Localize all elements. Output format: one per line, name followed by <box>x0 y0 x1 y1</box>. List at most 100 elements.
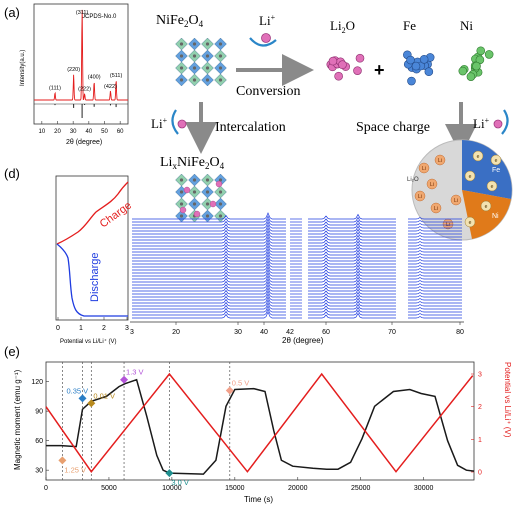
xrd-pattern-trace <box>308 297 396 304</box>
xrd-pattern-trace <box>132 302 286 310</box>
xrd-peak-label: (422) <box>104 84 117 90</box>
xrd-pattern-trace <box>308 231 396 238</box>
xrd-card-label: JCPDS-No.0 <box>82 14 117 20</box>
xrd-pattern-trace <box>408 265 462 268</box>
annotation-marker <box>87 399 96 408</box>
particle <box>353 66 362 75</box>
xrd-pattern-trace <box>132 305 286 313</box>
xrd-peak-label: (400) <box>88 75 101 81</box>
xrd-peak-label: (511) <box>110 73 123 79</box>
li-ion <box>418 162 430 174</box>
right-axis-label: Potential vs Li/Li⁺ (V) <box>503 362 512 438</box>
atom <box>205 214 210 218</box>
xrd-pattern-trace <box>132 257 286 265</box>
xrd-pattern-trace <box>408 220 462 223</box>
atom <box>218 66 223 70</box>
pristine-crystal-illustration <box>175 37 227 87</box>
xrd-pattern-trace <box>132 308 286 316</box>
atom <box>179 202 184 206</box>
atom <box>205 190 210 194</box>
xrd-pattern-trace <box>132 224 286 232</box>
pristine-formula: NiFe2O4 <box>156 13 204 29</box>
li-ion <box>414 190 426 202</box>
xrd-pattern-trace <box>408 289 462 292</box>
xrd-pattern-trace <box>308 273 396 280</box>
lithiated-crystal-illustration <box>175 173 227 223</box>
time-axis-label: Time (s) <box>244 495 273 504</box>
xrd-pattern-trace <box>132 236 286 244</box>
xrd-pattern-trace <box>408 298 462 301</box>
chart-frame <box>45 361 475 481</box>
annotation-label: 3.0 V <box>171 478 189 487</box>
voltage-profile-plot: Charge Discharge 0 1 2 3 Potential vs Li/Li… <box>55 175 134 345</box>
left-axis-label: Magnetic moment (emu g⁻¹) <box>13 369 22 470</box>
plus-sign: + <box>374 60 385 80</box>
xrd-pattern-trace <box>132 221 286 229</box>
atom <box>179 54 184 58</box>
xrd-pattern-trace <box>308 252 396 259</box>
time-tick-label: 30000 <box>414 485 434 492</box>
xrd-pattern-trace <box>408 235 462 238</box>
magnetic-moment-line <box>46 378 475 475</box>
discharge-curve <box>56 243 128 317</box>
electron-text: e <box>469 220 472 226</box>
xrd-tick-label: 60 <box>117 129 124 135</box>
li2o-formula: Li2O <box>330 18 355 35</box>
xrd-pattern-trace <box>132 212 286 220</box>
electron <box>464 170 476 182</box>
xrd-pattern-trace <box>408 295 462 298</box>
magnetic-moment-chart: Magnetic moment (emu g⁻¹) Potential vs L… <box>13 361 512 504</box>
xrd-pattern-trace <box>132 263 286 271</box>
xrd-pattern-trace <box>408 238 462 241</box>
xrd-pattern-trace <box>408 241 462 244</box>
xrd-pattern-trace <box>308 258 396 265</box>
xrd-pattern-trace <box>132 272 286 280</box>
two-theta-tick-label: 80 <box>456 329 464 336</box>
xrd-pattern-trace <box>308 261 396 268</box>
atom <box>218 54 223 58</box>
xrd-pattern-trace <box>132 251 286 259</box>
xrd-pattern-line <box>34 9 128 101</box>
charge-label: Charge <box>98 200 134 231</box>
xrd-pattern-trace <box>132 227 286 235</box>
annotation-label: 0.35 V <box>67 386 89 395</box>
xrd-pattern-trace <box>132 311 286 319</box>
xrd-tick-label: 30 <box>70 129 77 135</box>
electron <box>480 200 492 212</box>
particle <box>407 76 416 86</box>
annotation-label: 0.01 V <box>93 391 115 400</box>
atom <box>179 42 184 46</box>
xrd-peak-label: (311) <box>76 10 89 16</box>
xrd-pattern-trace <box>308 216 396 223</box>
circle-ni-label: Ni <box>492 213 499 220</box>
xrd-peak-label: (111) <box>49 86 61 92</box>
xrd-xlabel: 2θ (degree) <box>66 139 102 146</box>
atom <box>205 42 210 46</box>
atom <box>205 54 210 58</box>
fe-label: Fe <box>403 18 416 33</box>
li-ion-text: Li <box>438 158 442 164</box>
atom <box>179 178 184 182</box>
xrd-pattern-trace <box>132 296 286 304</box>
xrd-pattern-trace <box>132 218 286 226</box>
particle <box>472 61 481 71</box>
lixnife2o4-formula: LixNiFe2O4 <box>160 155 225 171</box>
xrd-pattern-trace <box>308 255 396 262</box>
xrd-pattern-trace <box>308 306 396 313</box>
annotation-marker <box>78 394 87 403</box>
particle <box>406 55 415 65</box>
xrd-pattern-trace <box>308 309 396 316</box>
xrd-pattern-trace <box>132 275 286 283</box>
particle <box>338 60 347 70</box>
discharge-label: Discharge <box>89 252 101 302</box>
potential-tick-label: 2 <box>478 404 482 411</box>
potential-axis-label: Potential vs Li/Li⁺ (V) <box>60 338 117 345</box>
xrd-ylabel: Intensity(a.u.) <box>20 50 26 86</box>
xrd-pattern-trace <box>132 248 286 256</box>
panel-e-label: (e) <box>4 344 20 359</box>
atom <box>205 178 210 182</box>
atom <box>192 202 197 206</box>
xrd-pattern-trace <box>308 240 396 247</box>
xrd-pattern-trace <box>408 253 462 256</box>
